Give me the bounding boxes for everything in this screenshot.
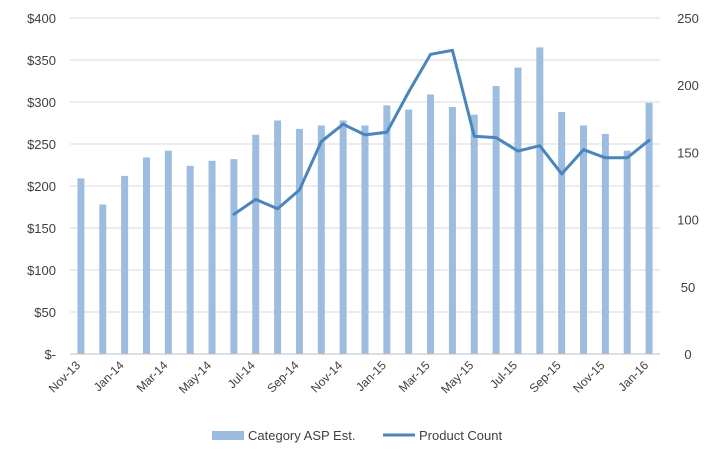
bar: [77, 178, 85, 354]
line-point: [429, 53, 432, 56]
bar: [186, 165, 194, 354]
x-axis-tick-label: Nov-15: [570, 358, 607, 395]
bar: [274, 120, 282, 354]
x-axis-tick-label: Nov-14: [308, 358, 345, 395]
legend-label-product-count: Product Count: [419, 428, 502, 443]
bar: [361, 125, 369, 355]
left-y-axis: $- $50 $100 $150 $200 $250 $300 $350 $400: [27, 11, 56, 362]
bar: [558, 112, 566, 354]
left-axis-tick-label: $350: [27, 53, 56, 68]
left-axis-tick-label: $-: [44, 347, 56, 362]
right-y-axis: 0 50 100 150 200 250: [677, 11, 699, 362]
right-axis-tick-label: 100: [677, 213, 699, 228]
bar-series-category-asp: [77, 47, 653, 355]
right-axis-tick-label: 50: [681, 280, 695, 295]
bar: [601, 133, 609, 354]
line-point: [298, 188, 301, 192]
line-point: [538, 144, 542, 147]
legend: Category ASP Est. Product Count: [212, 428, 502, 443]
x-axis-tick-label: Sep-14: [264, 358, 301, 395]
line-point: [407, 90, 410, 94]
left-axis-tick-label: $250: [27, 137, 56, 152]
line-point: [320, 140, 323, 143]
x-axis-tick-label: Jan-14: [91, 358, 127, 394]
bar: [208, 160, 216, 354]
bar: [405, 109, 413, 354]
line-point: [254, 198, 257, 201]
line-point: [363, 133, 367, 137]
x-axis-tick-label: May-14: [176, 358, 214, 396]
bar: [230, 159, 238, 354]
bar: [427, 94, 435, 354]
bar: [492, 86, 500, 354]
bar: [514, 67, 522, 354]
bar: [645, 102, 653, 354]
x-axis-tick-label: Sep-15: [527, 358, 564, 395]
right-axis-tick-label: 0: [684, 347, 691, 362]
x-axis-tick-label: Jan-15: [353, 358, 389, 394]
bar: [580, 125, 588, 355]
line-point: [494, 136, 498, 139]
bar: [164, 150, 172, 354]
x-axis-tick-label: May-15: [438, 358, 476, 396]
right-axis-tick-label: 200: [677, 78, 699, 93]
line-series-product-count: [232, 48, 651, 216]
left-axis-tick-label: $200: [27, 179, 56, 194]
line-point: [647, 139, 651, 142]
bar: [623, 150, 631, 354]
bar: [317, 125, 325, 355]
line-point: [604, 156, 607, 159]
x-axis-tick-label: Jan-16: [615, 358, 651, 394]
bar: [470, 114, 478, 354]
line-point: [560, 172, 563, 176]
line-point: [276, 207, 279, 211]
left-axis-tick-label: $50: [34, 305, 56, 320]
legend-swatch-category-asp: [212, 431, 244, 440]
line-point: [473, 135, 476, 138]
x-axis: Nov-13 Jan-14 Mar-14 May-14 Jul-14 Sep-14 Nov-…: [46, 353, 660, 396]
bar: [339, 120, 347, 354]
line-point: [385, 131, 389, 134]
bar: [121, 175, 129, 354]
left-axis-tick-label: $300: [27, 95, 56, 110]
bar: [448, 107, 456, 354]
x-axis-tick-label: Mar-14: [134, 358, 171, 395]
line-point: [451, 49, 454, 52]
bar: [99, 204, 107, 354]
line-point: [232, 213, 236, 216]
legend-label-category-asp: Category ASP Est.: [248, 428, 355, 443]
line-point: [341, 122, 345, 126]
bar: [536, 47, 544, 355]
product-count-line: [232, 48, 651, 216]
x-axis-tick-label: Jul-15: [487, 358, 520, 391]
bar: [295, 128, 303, 354]
left-axis-tick-label: $400: [27, 11, 56, 26]
right-axis-tick-label: 250: [677, 11, 699, 26]
right-axis-tick-label: 150: [677, 145, 699, 160]
x-axis-tick-label: Nov-13: [46, 358, 83, 395]
x-axis-tick-label: Jul-14: [225, 358, 258, 391]
bar: [383, 105, 391, 354]
bar: [252, 134, 260, 354]
left-axis-tick-label: $150: [27, 221, 56, 236]
bar: [142, 157, 150, 354]
line-point: [582, 148, 585, 151]
line-point: [626, 156, 629, 159]
x-axis-tick-label: Mar-15: [396, 358, 433, 395]
left-axis-tick-label: $100: [27, 263, 56, 278]
line-point: [516, 149, 520, 153]
